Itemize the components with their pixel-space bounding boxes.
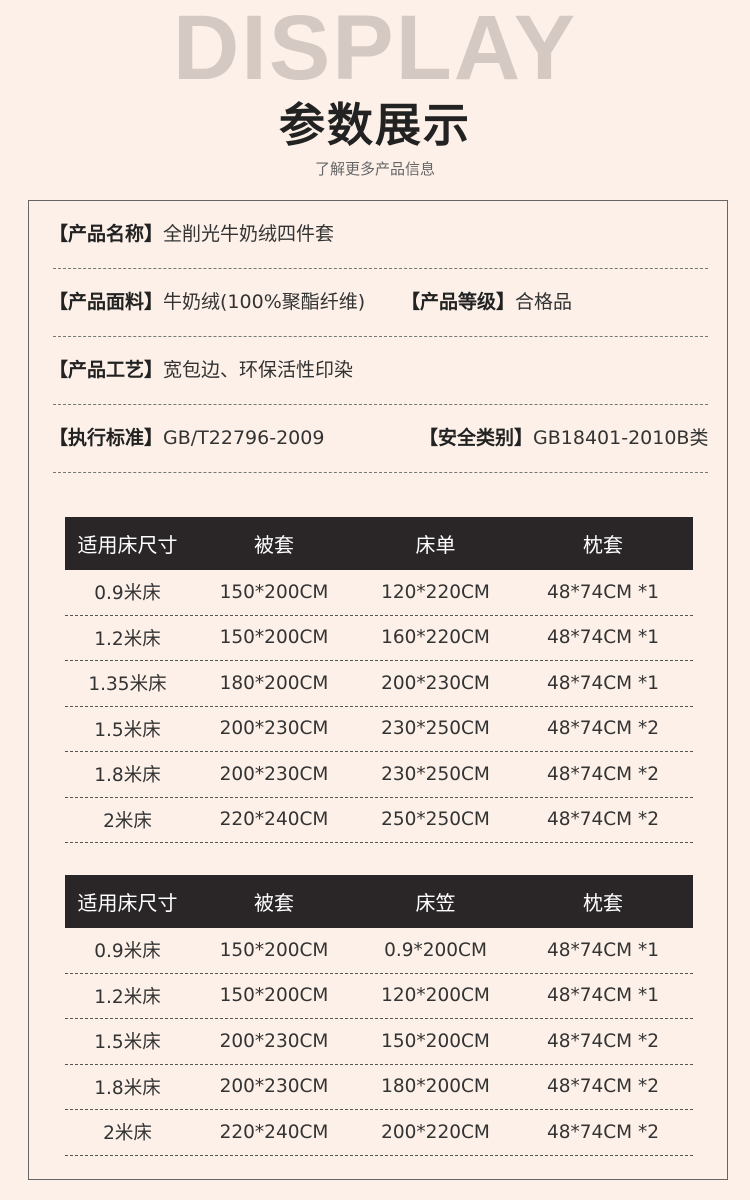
table-row: 0.9米床 150*200CM 120*220CM 48*74CM *1 [65, 570, 693, 616]
table-cell: 48*74CM *2 [546, 1121, 660, 1143]
table-row: 0.9米床 150*200CM 0.9*200CM 48*74CM *1 [65, 928, 693, 974]
table-header: 适用床尺寸 被套 床单 枕套 [65, 517, 693, 570]
column-header: 床笠 [415, 891, 456, 915]
table-cell: 48*74CM *1 [546, 939, 660, 961]
table-cell: 200*230CM [219, 1076, 329, 1098]
size-table-sheet: 适用床尺寸 被套 床单 枕套 0.9米床 150*200CM 120*220CM 48*74C… [65, 517, 693, 843]
table-cell: 1.8米床 [94, 765, 161, 787]
info-value: 宽包边、环保活性印染 [163, 359, 354, 381]
column-header: 适用床尺寸 [77, 891, 178, 915]
table-cell: 48*74CM *1 [546, 627, 660, 649]
table-cell: 250*250CM [381, 809, 490, 831]
table-cell: 1.5米床 [94, 719, 161, 741]
info-row: 【产品面料】牛奶绒(100%聚酯纤维) 【产品等级】合格品 [49, 269, 708, 337]
table-cell: 1.2米床 [94, 986, 161, 1008]
size-table-fitted: 适用床尺寸 被套 床笠 枕套 0.9米床 150*200CM 0.9*200CM 48*74C… [65, 875, 693, 1156]
info-row: 【产品工艺】宽包边、环保活性印染 [49, 337, 708, 405]
info-label: 【产品工艺】 [49, 359, 164, 381]
column-header: 被套 [254, 891, 294, 915]
spec-panel: 【产品名称】全削光牛奶绒四件套【产品面料】牛奶绒(100%聚酯纤维) 【产品等级】… [28, 200, 728, 1180]
info-row: 【执行标准】GB/T22796-2009 【安全类别】GB18401-2010B类 [49, 405, 708, 473]
column-header: 枕套 [583, 891, 623, 915]
table-cell: 200*230CM [219, 1030, 329, 1052]
info-label: 【产品名称】 [49, 223, 164, 245]
info-field: 【产品工艺】宽包边、环保活性印染 [49, 355, 353, 382]
info-row: 【产品名称】全削光牛奶绒四件套 [49, 201, 708, 269]
table-header: 适用床尺寸 被套 床笠 枕套 [65, 875, 693, 928]
column-header: 被套 [254, 533, 294, 557]
table-row: 1.2米床 150*200CM 120*200CM 48*74CM *1 [65, 974, 693, 1019]
table-cell: 230*250CM [381, 763, 490, 785]
table-cell: 150*200CM [219, 939, 329, 961]
table-cell: 200*230CM [219, 718, 329, 740]
info-field: 【产品面料】牛奶绒(100%聚酯纤维) [49, 287, 365, 314]
table-cell: 48*74CM *2 [546, 718, 660, 740]
table-cell: 1.8米床 [94, 1077, 161, 1099]
table-cell: 1.2米床 [94, 628, 161, 650]
table-cell: 150*200CM [219, 985, 329, 1007]
table-row: 2米床 220*240CM 250*250CM 48*74CM *2 [65, 798, 693, 843]
info-field: 【安全类别】GB18401-2010B类 [419, 423, 708, 450]
table-cell: 0.9*200CM [384, 939, 487, 961]
table-cell: 48*74CM *1 [546, 672, 660, 694]
table-cell: 150*200CM [219, 581, 329, 603]
table-row: 1.35米床 180*200CM 200*230CM 48*74CM *1 [65, 661, 693, 707]
table-cell: 160*220CM [381, 627, 490, 649]
column-header: 适用床尺寸 [77, 533, 178, 557]
table-cell: 0.9米床 [94, 583, 161, 605]
table-cell: 120*200CM [381, 985, 490, 1007]
info-value: 牛奶绒(100%聚酯纤维) [163, 291, 366, 313]
info-value: 全削光牛奶绒四件套 [163, 223, 335, 245]
table-cell: 48*74CM *2 [546, 1030, 660, 1052]
info-value: GB/T22796-2009 [163, 427, 325, 449]
info-field: 【产品名称】全削光牛奶绒四件套 [49, 219, 334, 246]
table-cell: 150*200CM [381, 1030, 490, 1052]
table-cell: 2米床 [103, 810, 152, 832]
info-field: 【执行标准】GB/T22796-2009 [49, 423, 324, 450]
table-cell: 1.35米床 [88, 674, 167, 696]
table-row: 2米床 220*240CM 200*220CM 48*74CM *2 [65, 1110, 693, 1156]
table-row: 1.2米床 150*200CM 160*220CM 48*74CM *1 [65, 616, 693, 661]
table-cell: 2米床 [103, 1123, 152, 1145]
table-cell: 150*200CM [219, 627, 329, 649]
table-cell: 1.5米床 [94, 1032, 161, 1054]
info-label: 【安全类别】 [419, 427, 534, 449]
column-header: 床单 [415, 533, 456, 557]
table-cell: 120*220CM [381, 581, 490, 603]
table-cell: 48*74CM *2 [546, 1076, 660, 1098]
table-cell: 230*250CM [381, 718, 490, 740]
table-row: 1.8米床 200*230CM 180*200CM 48*74CM *2 [65, 1065, 693, 1110]
table-row: 1.5米床 200*230CM 150*200CM 48*74CM *2 [65, 1019, 693, 1065]
info-field: 【产品等级】合格品 [401, 287, 572, 314]
table-cell: 180*200CM [381, 1076, 490, 1098]
table-cell: 48*74CM *1 [546, 985, 660, 1007]
table-cell: 220*240CM [219, 809, 329, 831]
info-label: 【产品等级】 [401, 291, 516, 313]
info-value: 合格品 [515, 291, 573, 313]
table-cell: 200*220CM [381, 1121, 490, 1143]
info-label: 【产品面料】 [49, 291, 164, 313]
info-value: GB18401-2010B类 [533, 427, 709, 449]
table-cell: 200*230CM [219, 763, 329, 785]
display-watermark: DISPLAY [172, 0, 578, 99]
table-cell: 180*200CM [219, 672, 329, 694]
table-cell: 220*240CM [219, 1121, 329, 1143]
page-title: 参数展示 [279, 98, 471, 152]
table-row: 1.5米床 200*230CM 230*250CM 48*74CM *2 [65, 707, 693, 752]
column-header: 枕套 [583, 533, 623, 557]
table-cell: 48*74CM *1 [546, 581, 660, 603]
table-cell: 48*74CM *2 [546, 809, 660, 831]
info-label: 【执行标准】 [49, 427, 164, 449]
table-cell: 200*230CM [381, 672, 490, 694]
table-row: 1.8米床 200*230CM 230*250CM 48*74CM *2 [65, 752, 693, 798]
table-cell: 48*74CM *2 [546, 763, 660, 785]
table-cell: 0.9米床 [94, 941, 161, 963]
page-subtitle: 了解更多产品信息 [314, 160, 435, 178]
